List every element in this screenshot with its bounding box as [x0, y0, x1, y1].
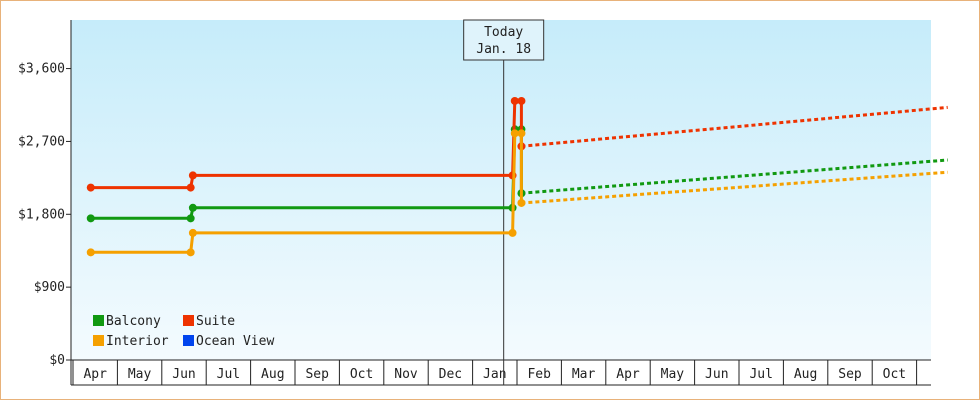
x-tick-label: Jul	[749, 367, 772, 382]
x-tick-label: Apr	[83, 367, 107, 382]
x-tick-label: Jan	[483, 367, 506, 382]
legend-swatch-interior	[93, 335, 104, 346]
x-tick-label: Jun	[172, 367, 195, 382]
y-tick-label: $1,800	[18, 207, 65, 222]
interior-point	[86, 248, 95, 257]
legend-swatch-suite	[183, 315, 194, 326]
y-tick-label: $900	[34, 280, 65, 295]
x-tick-label: Mar	[572, 367, 596, 382]
suite-point	[188, 171, 197, 180]
x-tick-label: May	[128, 367, 152, 382]
legend-label-interior: Interior	[106, 334, 169, 349]
x-tick-label: Nov	[394, 367, 418, 382]
balcony-forecast-line	[521, 158, 948, 195]
suite-point	[186, 183, 195, 192]
x-tick-label: Sep	[305, 367, 329, 382]
x-tick-label: Oct	[883, 367, 906, 382]
suite-point	[517, 96, 526, 105]
plot-area	[71, 20, 931, 360]
legend-label-suite: Suite	[196, 314, 235, 329]
y-tick-label: $3,600	[18, 62, 65, 77]
interior-point	[188, 228, 197, 237]
balcony-point	[186, 214, 195, 223]
suite-point	[86, 183, 95, 192]
x-tick-label: Aug	[794, 367, 817, 382]
x-tick-label: Apr	[616, 367, 640, 382]
x-tick-label: Jun	[705, 367, 728, 382]
y-tick-label: $0	[49, 353, 65, 368]
suite-point	[510, 96, 519, 105]
balcony-point	[86, 214, 95, 223]
interior-point	[186, 248, 195, 257]
interior-point	[510, 129, 519, 138]
x-tick-label: Jul	[217, 367, 240, 382]
today-box	[463, 19, 545, 61]
interior-forecast-line	[521, 170, 948, 205]
x-tick-label: Dec	[439, 367, 462, 382]
suite-forecast-line	[521, 105, 948, 148]
x-tick-label: Sep	[838, 367, 862, 382]
x-tick-label: Oct	[350, 367, 373, 382]
x-tick-label: May	[661, 367, 685, 382]
today-date: Jan. 18	[476, 42, 531, 57]
x-tick-label: Feb	[527, 367, 551, 382]
legend-label-balcony: Balcony	[106, 314, 161, 329]
y-tick-label: $2,700	[18, 134, 65, 149]
balcony-point	[188, 203, 197, 212]
legend-label-ocean-view: Ocean View	[196, 334, 274, 349]
x-tick-label: Aug	[261, 367, 284, 382]
today-label: Today	[484, 25, 523, 40]
legend-swatch-ocean-view	[183, 335, 194, 346]
interior-point	[517, 198, 526, 207]
interior-point	[517, 129, 526, 138]
interior-point	[508, 228, 517, 237]
legend-swatch-balcony	[93, 315, 104, 326]
